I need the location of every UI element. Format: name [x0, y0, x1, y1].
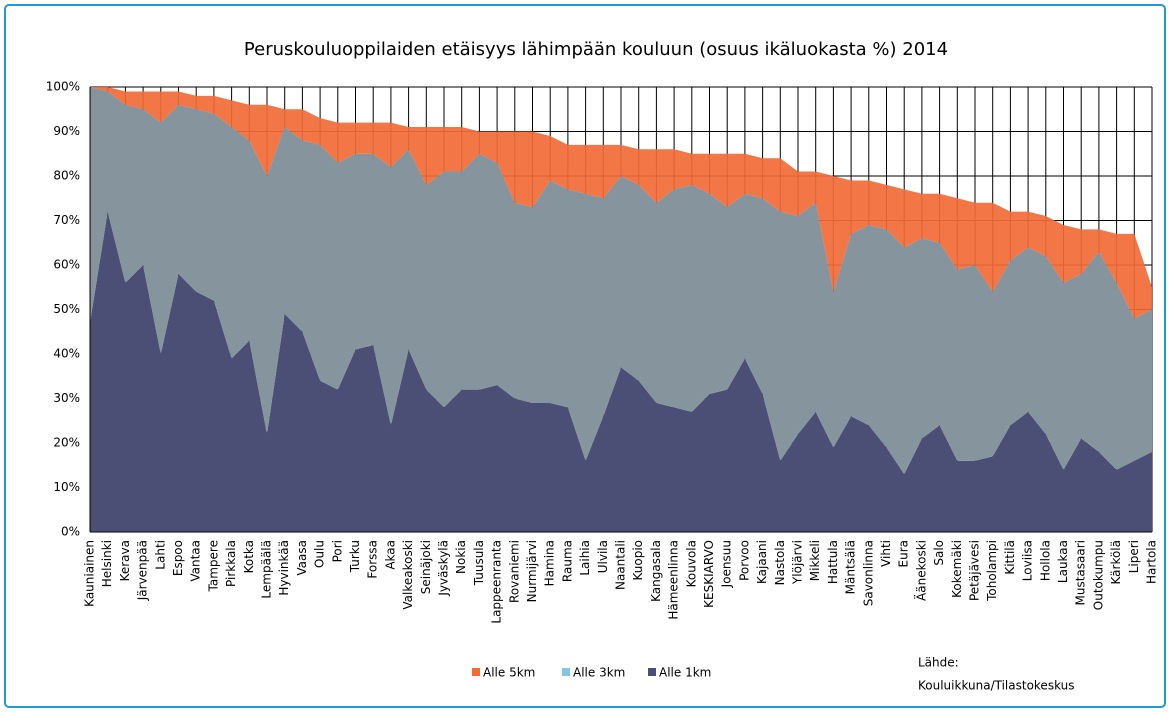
x-tick-label: Kärkölä [1109, 540, 1123, 585]
y-tick-label: 10% [53, 480, 80, 494]
x-tick-label: Tuusula [472, 540, 486, 586]
x-tick-label: Pirkkala [224, 540, 238, 587]
x-tick-label: Valkeakoski [401, 540, 415, 610]
x-tick-label: Kouvola [684, 540, 698, 587]
x-tick-label: Helsinki [100, 540, 114, 587]
x-tick-label: Toholampi [985, 540, 999, 602]
x-tick-label: Ylöjärvi [791, 540, 805, 585]
legend-label: Alle 5km [483, 666, 535, 680]
legend-label: Alle 3km [573, 666, 625, 680]
x-tick-label: Hollola [1038, 540, 1052, 581]
x-tick-label: Nokia [454, 540, 468, 574]
x-tick-label: Ulvila [596, 540, 610, 573]
x-tick-label: Joensuu [720, 540, 734, 588]
x-tick-label: Liperi [1127, 540, 1141, 573]
x-tick-label: Espoo [171, 540, 185, 576]
y-tick-label: 90% [53, 124, 80, 138]
x-tick-label: KESKIARVO [702, 540, 716, 608]
legend-swatch [472, 668, 480, 676]
area [90, 87, 1152, 475]
x-tick-label: Kerava [118, 540, 132, 581]
x-tick-label: Nastola [773, 540, 787, 585]
x-tick-label: Järvenpää [136, 540, 150, 601]
x-tick-label: Vihti [879, 540, 893, 567]
x-tick-label: Forssa [366, 540, 380, 579]
x-tick-label: Kajaani [755, 540, 769, 584]
x-tick-label: Outokumpu [1091, 540, 1105, 610]
x-tick-label: Kotka [242, 540, 256, 573]
x-tick-label: Eura [897, 540, 911, 567]
y-tick-label: 30% [53, 391, 80, 405]
x-tick-label: Jyväskylä [437, 540, 451, 597]
x-tick-label: Nurmijärvi [525, 540, 539, 602]
x-tick-label: Mikkeli [808, 540, 822, 581]
x-tick-label: Rovaniemi [507, 540, 521, 603]
x-tick-label: Lahti [153, 540, 167, 570]
x-tick-label: Hattula [826, 540, 840, 584]
x-tick-label: Äänekoski [913, 540, 928, 601]
y-tick-label: 20% [53, 436, 80, 450]
x-tick-label: Kittilä [1003, 540, 1017, 575]
x-tick-label: Tampere [206, 540, 220, 592]
source: Kouluikkuna/Tilastokeskus [918, 679, 1075, 693]
y-tick-label: 100% [46, 80, 80, 94]
y-tick-label: 0% [61, 525, 80, 539]
y-tick-label: 40% [53, 347, 80, 361]
x-tick-label: Kokemäki [950, 540, 964, 598]
x-tick-label: Kangasala [649, 540, 663, 602]
y-tick-label: 80% [53, 169, 80, 183]
x-tick-label: Lempäälä [260, 540, 274, 599]
x-tick-label: Salo [932, 540, 946, 566]
x-tick-label: Akaa [383, 540, 397, 570]
x-tick-label: Vaasa [295, 540, 309, 576]
x-tick-label: Lappeenranta [490, 540, 504, 624]
x-tick-label: Loviisa [1021, 540, 1035, 581]
x-tick-label: Vantaa [189, 540, 203, 582]
y-tick-label: 60% [53, 258, 80, 272]
area [90, 211, 1152, 532]
area [90, 87, 1152, 319]
y-tick-label: 50% [53, 302, 80, 316]
x-tick-label: Rauma [560, 540, 574, 582]
x-tick-label: Hämeenlinna [667, 540, 681, 620]
x-tick-label: Petäjävesi [968, 540, 982, 601]
y-tick-label: 70% [53, 213, 80, 227]
x-tick-label: Porvoo [737, 540, 751, 581]
x-tick-label: Turku [348, 540, 362, 573]
x-tick-label: Oulu [313, 540, 327, 568]
source-label: Lähde: [918, 656, 959, 670]
x-tick-label: Kauniainen [83, 540, 97, 607]
legend-swatch [562, 668, 570, 676]
x-tick-label: Savonlinna [861, 540, 875, 606]
chart-title: Peruskouluoppilaiden etäisyys lähimpään … [244, 39, 948, 60]
legend-swatch [648, 668, 656, 676]
x-tick-label: Hartola [1145, 540, 1159, 584]
x-tick-label: Kuopio [631, 540, 645, 581]
x-tick-label: Mäntsälä [844, 540, 858, 594]
x-tick-label: Hyvinkää [277, 540, 291, 596]
x-tick-label: Seinäjoki [419, 540, 433, 594]
x-tick-label: Mustasaari [1074, 540, 1088, 606]
x-tick-label: Naantali [614, 540, 628, 590]
x-tick-label: Laukaa [1056, 540, 1070, 583]
x-tick-label: Hamina [543, 540, 557, 586]
legend-label: Alle 1km [659, 666, 711, 680]
x-tick-label: Pori [330, 540, 344, 562]
x-tick-label: Laihia [578, 540, 592, 576]
